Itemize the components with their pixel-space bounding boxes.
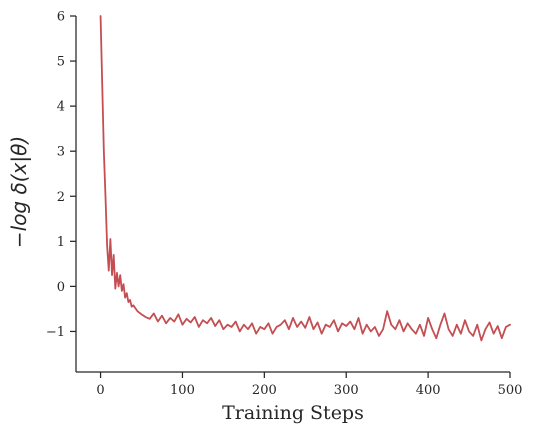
x-ticks: 0 100 200 300 400 500 (96, 372, 522, 398)
y-tick-label: 6 (57, 10, 65, 25)
y-tick-label: 0 (57, 280, 65, 295)
y-tick-label: 5 (57, 55, 65, 70)
y-tick-label: 4 (57, 100, 65, 115)
y-axis-label: −log δ(x|θ) (7, 136, 31, 248)
x-tick-label: 500 (498, 383, 523, 398)
x-tick-label: 0 (96, 383, 104, 398)
x-tick-label: 400 (416, 383, 441, 398)
y-tick-label: 3 (57, 145, 65, 160)
x-tick-label: 300 (334, 383, 359, 398)
y-tick-label: 1 (57, 235, 65, 250)
y-ticks: −1 0 1 2 3 4 5 6 (46, 10, 76, 340)
series-layer (99, 15, 511, 342)
x-tick-label: 200 (252, 383, 277, 398)
y-tick-label: −1 (46, 325, 65, 340)
series-line-0 (99, 15, 511, 342)
x-axis-label: Training Steps (222, 402, 364, 424)
x-tick-label: 100 (170, 383, 195, 398)
y-tick-label: 2 (57, 190, 65, 205)
axes-layer (75, 16, 510, 373)
